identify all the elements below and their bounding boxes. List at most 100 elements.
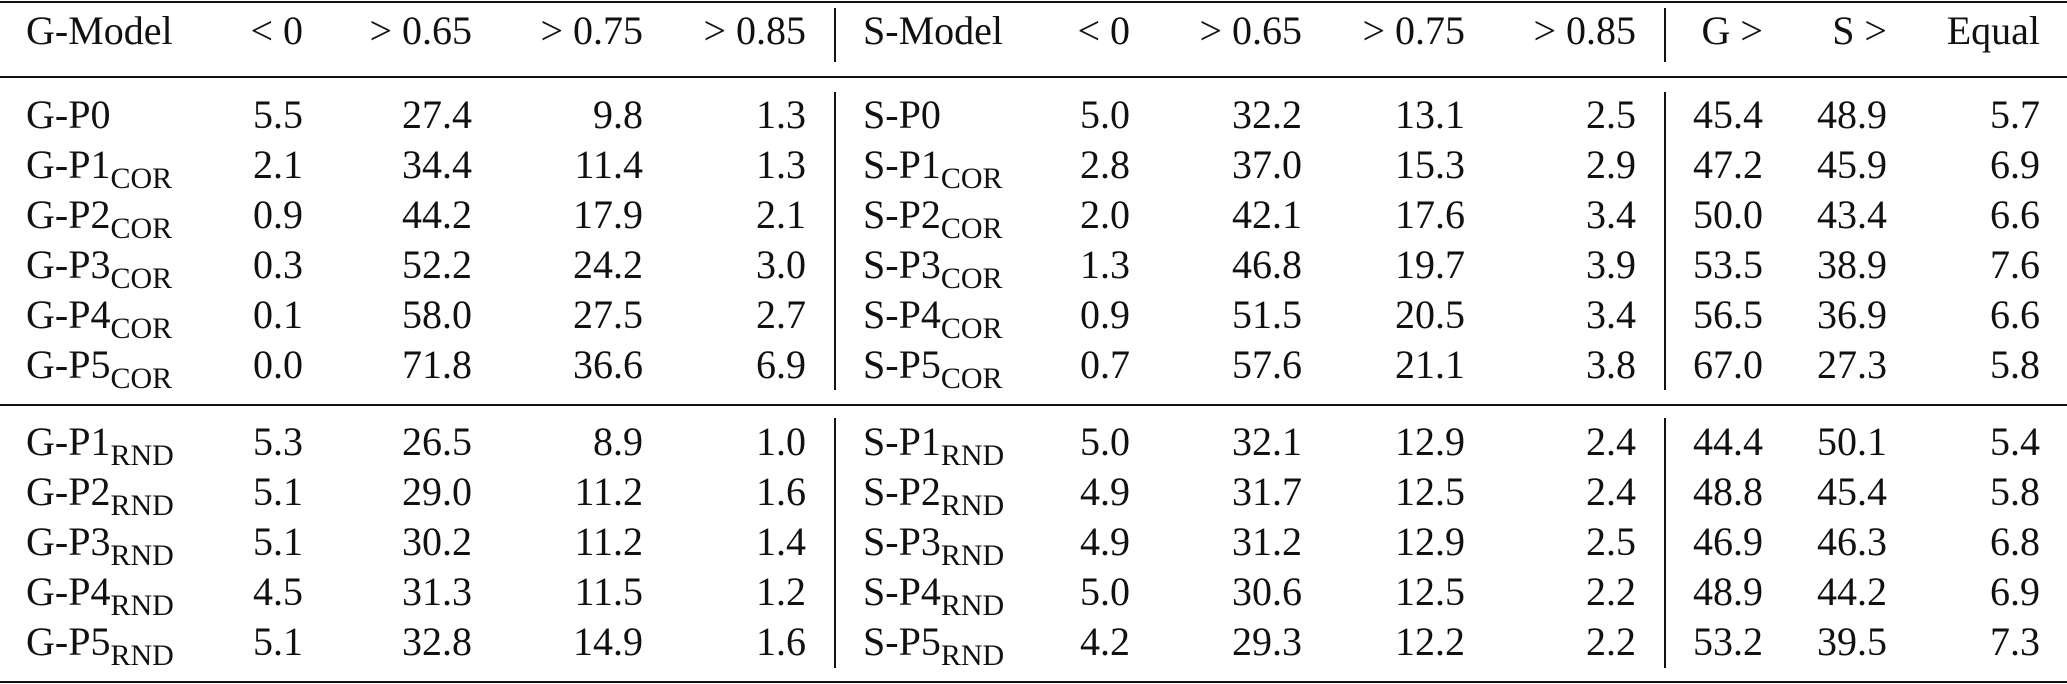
g-value-cell: 4.5 (253, 569, 303, 614)
header-row: G-Model < 0 > 0.65 > 0.75 > 0.85 S-Model < 0 > … (0, 6, 2067, 56)
g-model-name: G-P5COR (26, 340, 172, 394)
s-model-name: S-P4COR (863, 290, 1003, 344)
comparison-cell: 7.6 (1990, 242, 2040, 287)
model-name-subscript: RND (110, 639, 174, 672)
table-row: G-P3RND 5.1 30.2 11.2 1.4 S-P3RND 4.9 31.2 12.9 2… (0, 517, 2067, 571)
g-value-cell: 6.9 (756, 342, 806, 387)
column-divider (1664, 418, 1666, 668)
g-model-name: G-P5RND (26, 617, 174, 671)
model-name-subscript: COR (940, 362, 1003, 395)
s-model-name: S-P3RND (863, 517, 1004, 571)
s-value-cell: 2.4 (1586, 469, 1636, 514)
g-value-cell: 5.3 (253, 419, 303, 464)
g-value-cell: 44.2 (402, 192, 472, 237)
column-header: < 0 (250, 8, 303, 53)
comparison-cell: 6.6 (1990, 192, 2040, 237)
s-value-cell: 2.2 (1586, 569, 1636, 614)
model-name-subscript: COR (110, 312, 173, 345)
s-value-cell: 46.8 (1232, 242, 1302, 287)
s-value-cell: 3.8 (1586, 342, 1636, 387)
g-value-cell: 0.0 (253, 342, 303, 387)
column-header: > 0.75 (1362, 8, 1465, 53)
model-name-base: G-P5 (26, 619, 111, 664)
g-value-cell: 0.1 (253, 292, 303, 337)
model-name-subscript: COR (940, 262, 1003, 295)
g-value-cell: 9.8 (593, 92, 643, 137)
comparison-cell: 5.4 (1990, 419, 2040, 464)
column-header: > 0.85 (703, 8, 806, 53)
s-value-cell: 17.6 (1395, 192, 1465, 237)
model-name-base: G-P4 (26, 292, 111, 337)
column-header: Equal (1946, 8, 2040, 53)
comparison-cell: 5.8 (1990, 469, 2040, 514)
model-name-base: G-P4 (26, 569, 111, 614)
comparison-cell: 53.5 (1693, 242, 1763, 287)
column-header: > 0.75 (540, 8, 643, 53)
column-header: > 0.65 (369, 8, 472, 53)
comparison-cell: 5.8 (1990, 342, 2040, 387)
comparison-cell: 46.9 (1693, 519, 1763, 564)
s-value-cell: 12.9 (1395, 519, 1465, 564)
g-model-name: G-P0 (26, 90, 110, 140)
g-value-cell: 1.6 (756, 619, 806, 664)
model-name-base: G-P0 (26, 92, 111, 137)
comparison-cell: 48.9 (1817, 92, 1887, 137)
g-model-name: G-P3COR (26, 240, 172, 294)
g-model-name: G-P2COR (26, 190, 172, 244)
table-row: G-P2COR 0.9 44.2 17.9 2.1 S-P2COR 2.0 42.1 17.6 3… (0, 190, 2067, 244)
comparison-cell: 36.9 (1817, 292, 1887, 337)
comparison-cell: 7.3 (1990, 619, 2040, 664)
s-value-cell: 31.2 (1232, 519, 1302, 564)
column-divider (834, 8, 836, 62)
s-model-name: S-P4RND (863, 567, 1004, 621)
s-value-cell: 3.9 (1586, 242, 1636, 287)
model-name-base: S-P5 (863, 619, 941, 664)
comparison-cell: 27.3 (1817, 342, 1887, 387)
g-model-name: G-P4COR (26, 290, 172, 344)
s-value-cell: 2.0 (1080, 192, 1130, 237)
model-name-subscript: RND (110, 489, 174, 522)
s-value-cell: 30.6 (1232, 569, 1302, 614)
model-name-base: S-P1 (863, 142, 941, 187)
table-row: G-P0 5.5 27.4 9.8 1.3 S-P0 5.0 32.2 13.1 2.5 45.4 4… (0, 90, 2067, 140)
s-value-cell: 32.1 (1232, 419, 1302, 464)
g-value-cell: 1.6 (756, 469, 806, 514)
s-model-name: S-P1COR (863, 140, 1003, 194)
s-value-cell: 5.0 (1080, 92, 1130, 137)
bottom-rule (0, 681, 2067, 683)
s-model-name: S-P5RND (863, 617, 1004, 671)
g-model-name: G-P1RND (26, 417, 174, 471)
comparison-cell: 50.0 (1693, 192, 1763, 237)
comparison-cell: 44.4 (1693, 419, 1763, 464)
s-value-cell: 0.9 (1080, 292, 1130, 337)
column-divider (1664, 8, 1666, 62)
g-value-cell: 0.9 (253, 192, 303, 237)
column-divider (834, 92, 836, 390)
comparison-cell: 38.9 (1817, 242, 1887, 287)
table-row: G-P5RND 5.1 32.8 14.9 1.6 S-P5RND 4.2 29.3 12.2 2… (0, 617, 2067, 671)
g-value-cell: 2.7 (756, 292, 806, 337)
model-name-subscript: RND (940, 539, 1005, 572)
model-name-base: S-P2 (863, 469, 941, 514)
s-model-name: S-P5COR (863, 340, 1003, 394)
g-value-cell: 34.4 (402, 142, 472, 187)
group-rule (0, 404, 2067, 406)
g-value-cell: 1.3 (756, 92, 806, 137)
comparison-cell: 67.0 (1693, 342, 1763, 387)
model-name-subscript: RND (940, 589, 1005, 622)
column-header: < 0 (1077, 8, 1130, 53)
comparison-cell: 46.3 (1817, 519, 1887, 564)
s-value-cell: 4.2 (1080, 619, 1130, 664)
comparison-cell: 6.9 (1990, 569, 2040, 614)
table-row: G-P1RND 5.3 26.5 8.9 1.0 S-P1RND 5.0 32.1 12.9 2.… (0, 417, 2067, 471)
s-value-cell: 12.2 (1395, 619, 1465, 664)
s-value-cell: 12.9 (1395, 419, 1465, 464)
model-name-subscript: COR (110, 362, 173, 395)
s-value-cell: 12.5 (1395, 569, 1465, 614)
model-name-base: S-P2 (863, 192, 941, 237)
s-value-cell: 5.0 (1080, 419, 1130, 464)
column-header: G-Model (26, 8, 173, 53)
comparison-cell: 45.9 (1817, 142, 1887, 187)
s-value-cell: 2.9 (1586, 142, 1636, 187)
g-value-cell: 30.2 (402, 519, 472, 564)
